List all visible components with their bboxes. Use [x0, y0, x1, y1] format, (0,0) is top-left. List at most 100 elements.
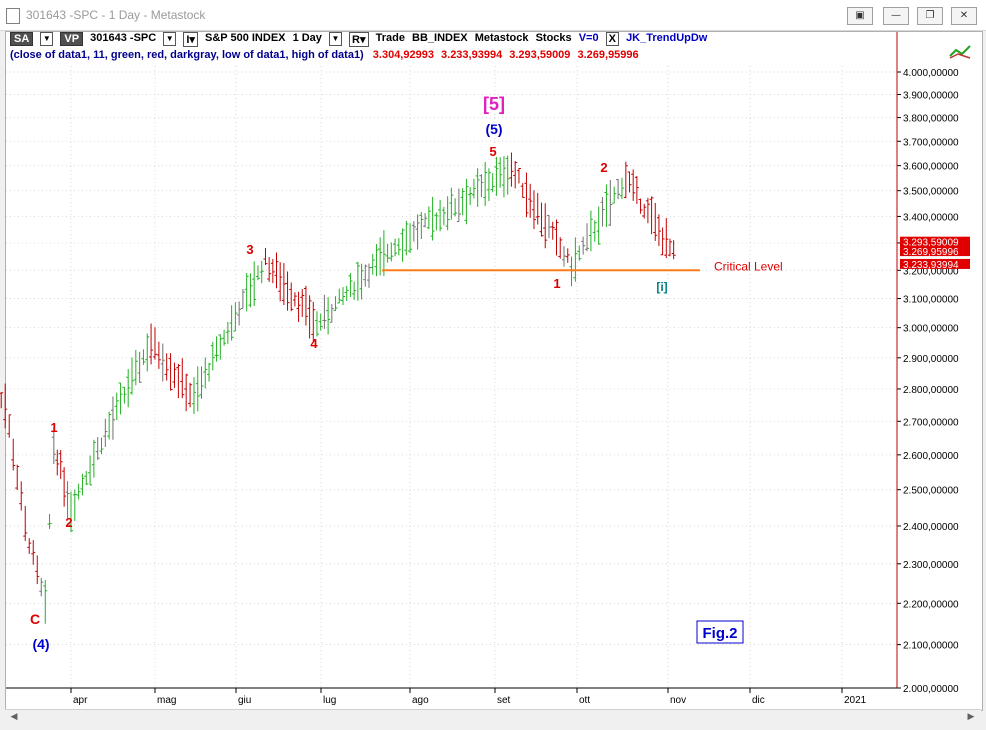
ohlc-bar	[449, 187, 454, 220]
ohlc-bar	[11, 438, 16, 471]
ohlc-bar	[110, 396, 115, 440]
y-tick-label: 2.000,00000	[903, 684, 959, 695]
y-tick-label: 2.300,00000	[903, 560, 959, 571]
ohlc-bar	[259, 260, 264, 284]
security-dropdown-icon[interactable]: ▼	[163, 32, 177, 46]
window-title: 301643 -SPC - 1 Day - Metastock	[26, 8, 206, 22]
wave-label: [5]	[483, 94, 505, 114]
y-tick-label: 2.900,00000	[903, 354, 959, 365]
formula-text: (close of data1, 11, green, red, darkgra…	[10, 49, 364, 61]
period-dropdown-icon[interactable]: ▼	[328, 32, 342, 46]
vp-button[interactable]: VP	[60, 32, 84, 46]
scroll-left-icon[interactable]: ◀	[10, 712, 18, 722]
ohlc-bar	[411, 221, 416, 242]
title-bar: 301643 -SPC - 1 Day - Metastock ▣ — ❐ ✕	[0, 0, 986, 31]
ohlc-bar	[604, 184, 609, 228]
restore-chart-button[interactable]: ▣	[847, 7, 873, 25]
ohlc-bar	[524, 172, 529, 218]
ohlc-bar	[99, 437, 104, 455]
ohlc-bar	[164, 353, 169, 381]
ohlc-bar	[348, 273, 353, 297]
ohlc-bar	[505, 155, 510, 195]
ohlc-bar	[389, 242, 394, 262]
fig-box	[696, 620, 744, 644]
formula-value-1: 3.304,92993	[372, 49, 434, 61]
ohlc-bar	[434, 212, 439, 231]
price-bars	[0, 152, 676, 624]
ohlc-bar	[152, 327, 157, 360]
ohlc-bar	[475, 168, 480, 207]
ohlc-bar	[631, 169, 636, 201]
ohlc-bar	[168, 353, 173, 391]
y-tick-label: 2.800,00000	[903, 385, 959, 396]
wave-label: 3	[246, 242, 253, 257]
y-tick-label: 3.900,00000	[903, 90, 959, 101]
sa-dropdown-icon[interactable]: ▼	[40, 32, 54, 46]
ohlc-bar	[126, 369, 131, 408]
ohlc-bar	[31, 540, 36, 565]
critical-level-label: Critical Level	[714, 259, 783, 273]
ohlc-bar	[292, 292, 297, 307]
ohlc-bar	[554, 219, 559, 256]
close-button[interactable]: ✕	[951, 7, 977, 25]
ohlc-bar	[550, 221, 555, 240]
ohlc-bar	[281, 263, 286, 305]
x-tick-label: 2021	[844, 695, 867, 706]
ohlc-bar	[300, 289, 305, 317]
maximize-button[interactable]: ❐	[917, 7, 943, 25]
refresh-button[interactable]: R▾	[349, 32, 369, 47]
x-tick-label: lug	[323, 695, 336, 706]
minimize-button[interactable]: —	[883, 7, 909, 25]
trend-tool-icon[interactable]	[949, 45, 971, 59]
wave-label: 5	[489, 144, 496, 159]
x-tick-label: set	[497, 695, 511, 706]
wave-label: (5)	[485, 121, 502, 137]
sa-button[interactable]: SA	[10, 32, 34, 46]
asset-type-label: Stocks	[535, 32, 572, 44]
ohlc-bar	[252, 261, 257, 306]
ohlc-bar	[415, 214, 420, 250]
ohlc-bar	[118, 382, 123, 415]
price-axis: 2.000,00000 2.100,00000 2.200,00000 2.300,0…	[6, 32, 959, 706]
ohlc-bar	[278, 262, 283, 302]
formula-value-3: 3.293,59009	[509, 49, 571, 61]
ohlc-bar	[520, 183, 525, 198]
ohlc-bar	[214, 336, 219, 362]
ohlc-bar	[133, 349, 138, 386]
ohlc-bar	[581, 236, 586, 255]
wave-label: [i]	[656, 280, 667, 294]
ohlc-bar	[337, 288, 342, 304]
wave-label: C	[30, 611, 40, 627]
ohlc-bar	[333, 296, 338, 311]
fig-label: Fig.2	[702, 625, 737, 642]
ohlc-bar	[528, 183, 533, 218]
ohlc-bar	[322, 294, 327, 329]
indicator-name[interactable]: JK_TrendUpDw	[626, 32, 708, 44]
ohlc-bar	[237, 301, 242, 326]
ohlc-bar	[565, 248, 570, 263]
ohlc-bar	[27, 538, 32, 554]
ohlc-bar	[3, 383, 8, 429]
ohlc-bar	[326, 297, 331, 335]
ohlc-bar	[267, 257, 272, 282]
source-label: BB_INDEX	[412, 32, 468, 44]
ohlc-bar	[35, 555, 40, 585]
close-indicator-button[interactable]: X	[605, 32, 619, 46]
ohlc-bar	[592, 220, 597, 242]
ohlc-bar	[569, 256, 574, 287]
interval-symbol: I	[186, 34, 190, 46]
scroll-right-icon[interactable]: ▶	[967, 712, 975, 722]
wave-label: 2	[600, 160, 607, 175]
horizontal-scrollbar[interactable]: ◀ ▶	[5, 709, 981, 725]
vendor-label: Metastock	[474, 32, 529, 44]
ohlc-bar	[180, 358, 185, 399]
ohlc-bar	[285, 271, 290, 311]
ohlc-bar	[311, 301, 316, 342]
interval-button[interactable]: I▾	[183, 32, 198, 47]
y-tick-label: 2.700,00000	[903, 417, 959, 428]
ohlc-bar	[229, 305, 234, 341]
ohlc-bar	[218, 334, 223, 360]
ohlc-bar	[619, 177, 624, 200]
volume-label: V=0	[578, 32, 599, 44]
